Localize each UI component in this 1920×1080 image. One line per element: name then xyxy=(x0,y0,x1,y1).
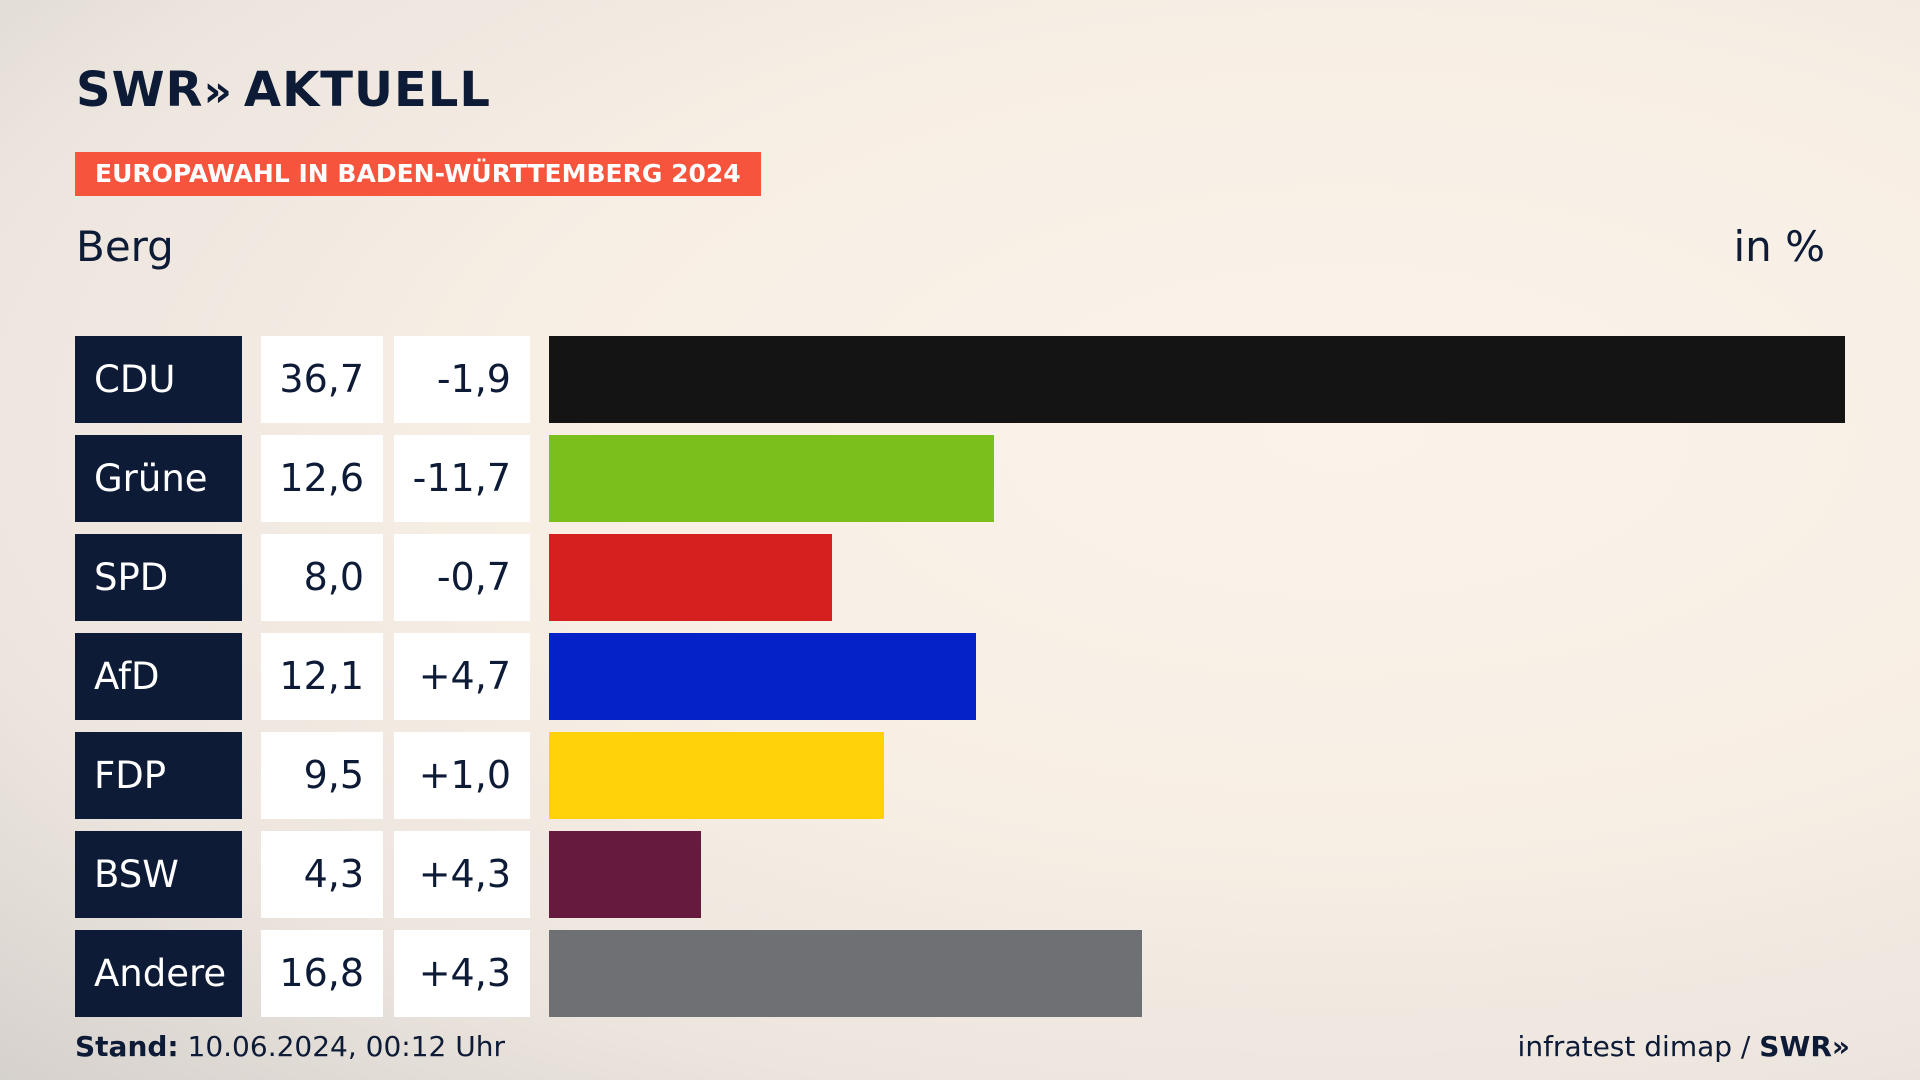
source-text: infratest dimap / xyxy=(1517,1030,1751,1063)
party-label: Grüne xyxy=(75,435,242,522)
result-diff: -1,9 xyxy=(394,336,530,423)
result-value: 4,3 xyxy=(261,831,383,918)
result-diff: -0,7 xyxy=(394,534,530,621)
party-label: Andere xyxy=(75,930,242,1017)
logo-aktuell: AKTUELL xyxy=(243,62,491,118)
swr-aktuell-logo: SWR» AKTUELL xyxy=(76,66,491,114)
result-row: BSW 4,3 +4,3 xyxy=(75,831,1845,918)
source-credit: infratest dimap / SWR» xyxy=(1517,1030,1851,1063)
party-label: AfD xyxy=(75,633,242,720)
result-diff: +4,7 xyxy=(394,633,530,720)
result-row: AfD 12,1 +4,7 xyxy=(75,633,1845,720)
result-bar xyxy=(549,435,994,522)
result-diff: +4,3 xyxy=(394,831,530,918)
result-diff: -11,7 xyxy=(394,435,530,522)
result-bar xyxy=(549,732,884,819)
party-label: CDU xyxy=(75,336,242,423)
region-title: Berg xyxy=(76,222,174,271)
result-value: 16,8 xyxy=(261,930,383,1017)
logo-chevrons-icon: » xyxy=(203,66,232,117)
result-bar xyxy=(549,633,976,720)
result-diff: +4,3 xyxy=(394,930,530,1017)
logo-swr: SWR xyxy=(76,62,204,118)
party-label: BSW xyxy=(75,831,242,918)
result-value: 12,6 xyxy=(261,435,383,522)
unit-label: in % xyxy=(1733,222,1825,271)
stand-value: 10.06.2024, 00:12 Uhr xyxy=(187,1030,505,1063)
result-bar xyxy=(549,336,1845,423)
result-bar xyxy=(549,831,701,918)
result-row: CDU 36,7 -1,9 xyxy=(75,336,1845,423)
result-row: FDP 9,5 +1,0 xyxy=(75,732,1845,819)
party-label: FDP xyxy=(75,732,242,819)
result-value: 36,7 xyxy=(261,336,383,423)
result-diff: +1,0 xyxy=(394,732,530,819)
source-chevrons-icon: » xyxy=(1831,1030,1850,1063)
result-bar xyxy=(549,534,832,621)
result-value: 12,1 xyxy=(261,633,383,720)
result-row: Andere 16,8 +4,3 xyxy=(75,930,1845,1017)
party-label: SPD xyxy=(75,534,242,621)
source-brand: SWR xyxy=(1759,1030,1832,1063)
result-value: 8,0 xyxy=(261,534,383,621)
result-row: SPD 8,0 -0,7 xyxy=(75,534,1845,621)
result-row: Grüne 12,6 -11,7 xyxy=(75,435,1845,522)
result-bar xyxy=(549,930,1142,1017)
timestamp: Stand: 10.06.2024, 00:12 Uhr xyxy=(75,1030,505,1063)
stand-label: Stand: xyxy=(75,1030,179,1063)
result-value: 9,5 xyxy=(261,732,383,819)
election-banner: EUROPAWAHL IN BADEN-WÜRTTEMBERG 2024 xyxy=(75,152,761,196)
